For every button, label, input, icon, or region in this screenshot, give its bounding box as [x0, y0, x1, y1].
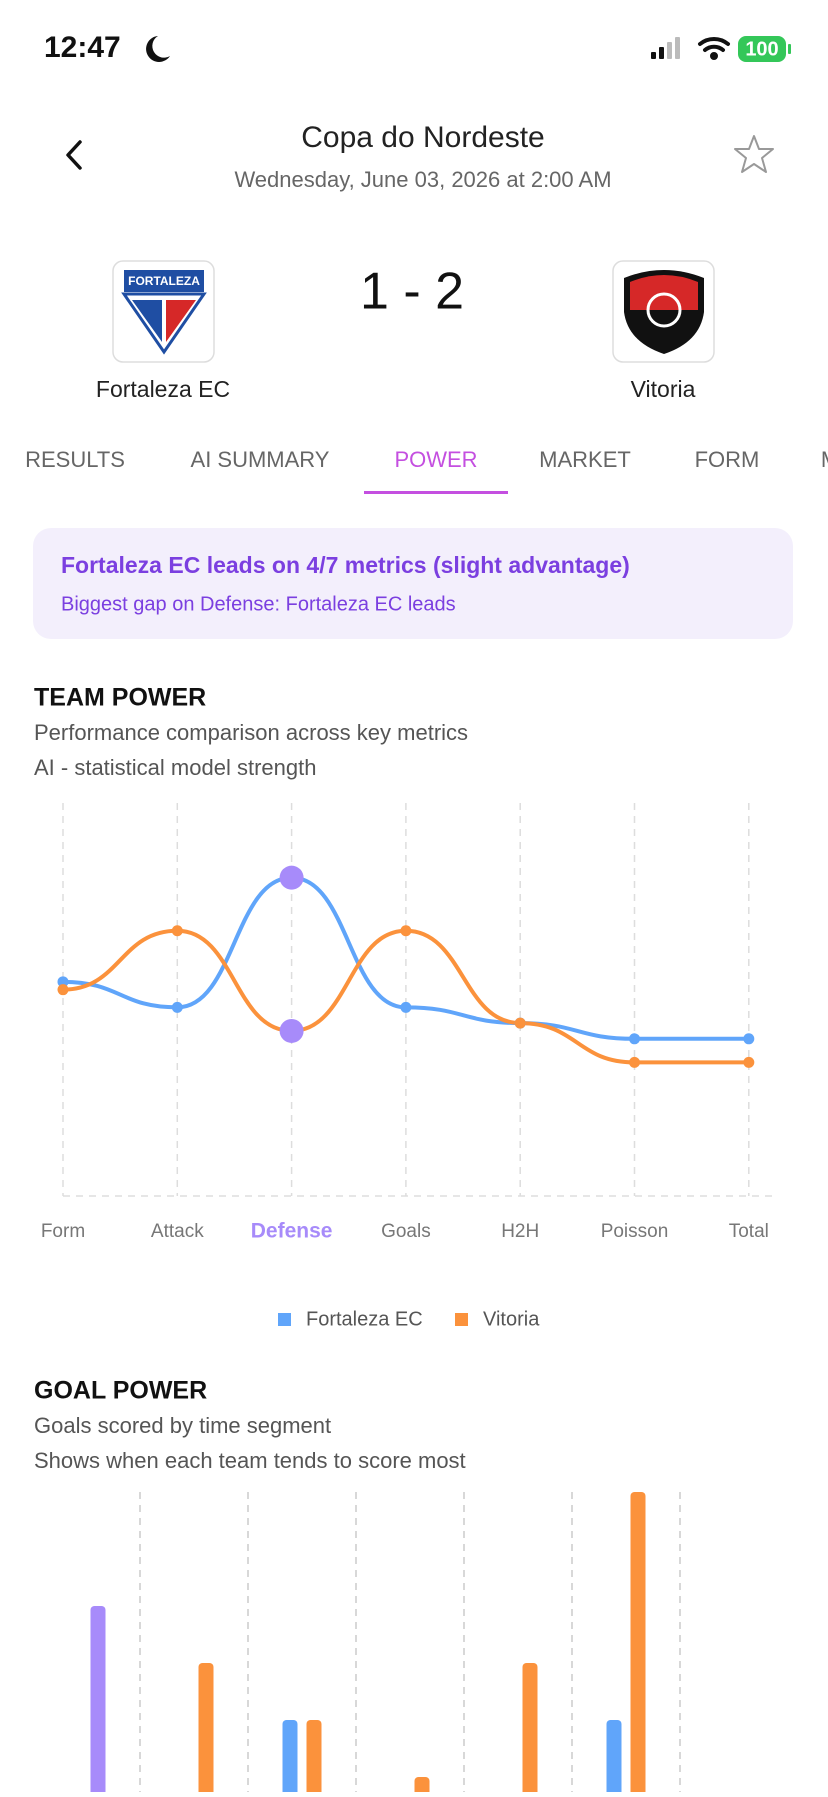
- bar: [198, 1663, 214, 1797]
- bar: [522, 1663, 538, 1797]
- data-point: [629, 1056, 640, 1068]
- score: 1 - 2: [360, 263, 464, 321]
- tab[interactable]: MARKET: [539, 447, 631, 472]
- favorite-button[interactable]: [734, 135, 774, 173]
- legend-label: Vitoria: [483, 1308, 540, 1330]
- battery-tip: [788, 44, 791, 54]
- bar: [90, 1606, 106, 1797]
- match-title: Copa do Nordeste: [301, 121, 545, 154]
- data-point: [279, 1018, 304, 1043]
- data-point: [171, 925, 183, 937]
- summary-headline: Fortaleza EC leads on 4/7 metrics (sligh…: [61, 552, 630, 578]
- summary-detail: Biggest gap on Defense: Fortaleza EC lea…: [61, 593, 456, 615]
- tab[interactable]: AI SUMMARY: [191, 447, 330, 472]
- chart-subtitle: Goals scored by time segment: [34, 1413, 331, 1438]
- moon-icon: [146, 36, 170, 62]
- bar: [306, 1720, 322, 1797]
- legend-swatch: [278, 1313, 291, 1326]
- home-logo-text: FORTALEZA: [128, 274, 200, 288]
- chart-title: GOAL POWER: [34, 1377, 207, 1405]
- data-point: [57, 976, 69, 988]
- data-point: [279, 865, 304, 890]
- bar: [630, 1492, 646, 1797]
- x-tick-label: Form: [41, 1221, 85, 1242]
- back-button[interactable]: [66, 140, 82, 170]
- battery: [738, 36, 786, 62]
- x-tick-label: Goals: [381, 1221, 431, 1242]
- data-point: [743, 1033, 755, 1045]
- tab[interactable]: RESULTS: [25, 447, 125, 472]
- tab[interactable]: POWER: [394, 447, 477, 472]
- data-point: [400, 925, 412, 937]
- chart-note: Shows when each team tends to score most: [34, 1448, 466, 1473]
- battery-level: 100: [745, 38, 778, 60]
- x-tick-label: Defense: [251, 1220, 333, 1243]
- away-logo: [624, 270, 704, 354]
- data-point: [743, 1056, 755, 1068]
- x-tick-label: Poisson: [601, 1221, 669, 1242]
- data-point: [514, 1017, 526, 1029]
- chart-subtitle: Performance comparison across key metric…: [34, 720, 468, 745]
- data-point: [629, 1033, 640, 1045]
- home-team: Fortaleza EC: [96, 376, 230, 402]
- legend-swatch: [455, 1313, 468, 1326]
- tab[interactable]: M: [821, 447, 828, 472]
- data-point: [400, 1001, 412, 1013]
- tab-bar: RESULTS AI SUMMARY POWER MARKET FORM M: [25, 447, 828, 494]
- signal-icon: [651, 37, 680, 59]
- x-tick-label: H2H: [501, 1221, 539, 1242]
- status-time: 12:47: [44, 31, 121, 64]
- bar: [282, 1720, 298, 1797]
- chart-note: AI - statistical model strength: [34, 755, 316, 780]
- chart-title: TEAM POWER: [34, 684, 206, 712]
- x-tick-label: Total: [729, 1221, 769, 1242]
- data-point: [57, 984, 69, 996]
- tab[interactable]: FORM: [695, 447, 760, 472]
- away-team: Vitoria: [631, 376, 696, 402]
- x-tick-label: Attack: [151, 1221, 204, 1242]
- match-date: Wednesday, June 03, 2026 at 2:00 AM: [234, 167, 611, 192]
- tab-indicator: [364, 491, 508, 494]
- home-logo: [121, 270, 207, 355]
- summary-card: [33, 528, 793, 639]
- data-point: [171, 1001, 183, 1013]
- bar: [414, 1777, 430, 1797]
- wifi-icon: [698, 36, 730, 60]
- legend-label: Fortaleza EC: [306, 1308, 423, 1330]
- bar: [606, 1720, 622, 1797]
